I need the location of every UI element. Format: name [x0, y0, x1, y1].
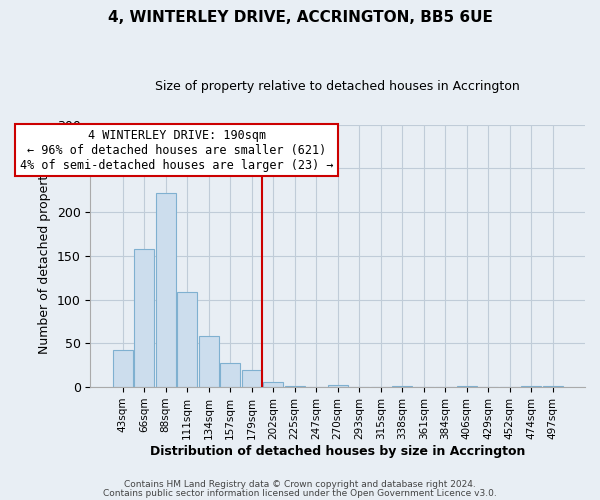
Bar: [392, 386, 412, 387]
Bar: [263, 382, 283, 387]
Y-axis label: Number of detached properties: Number of detached properties: [38, 158, 51, 354]
Bar: [242, 370, 262, 387]
Bar: [285, 386, 305, 387]
Bar: [113, 350, 133, 387]
Text: 4, WINTERLEY DRIVE, ACCRINGTON, BB5 6UE: 4, WINTERLEY DRIVE, ACCRINGTON, BB5 6UE: [107, 10, 493, 25]
Bar: [220, 364, 240, 387]
Bar: [521, 386, 541, 387]
Bar: [199, 336, 218, 387]
X-axis label: Distribution of detached houses by size in Accrington: Distribution of detached houses by size …: [150, 444, 526, 458]
Bar: [156, 193, 176, 387]
Bar: [328, 386, 347, 387]
Bar: [178, 292, 197, 387]
Text: Contains HM Land Registry data © Crown copyright and database right 2024.: Contains HM Land Registry data © Crown c…: [124, 480, 476, 489]
Bar: [543, 386, 563, 387]
Title: Size of property relative to detached houses in Accrington: Size of property relative to detached ho…: [155, 80, 520, 93]
Bar: [134, 249, 154, 387]
Text: Contains public sector information licensed under the Open Government Licence v3: Contains public sector information licen…: [103, 488, 497, 498]
Text: 4 WINTERLEY DRIVE: 190sqm
← 96% of detached houses are smaller (621)
4% of semi-: 4 WINTERLEY DRIVE: 190sqm ← 96% of detac…: [20, 128, 334, 172]
Bar: [457, 386, 476, 387]
